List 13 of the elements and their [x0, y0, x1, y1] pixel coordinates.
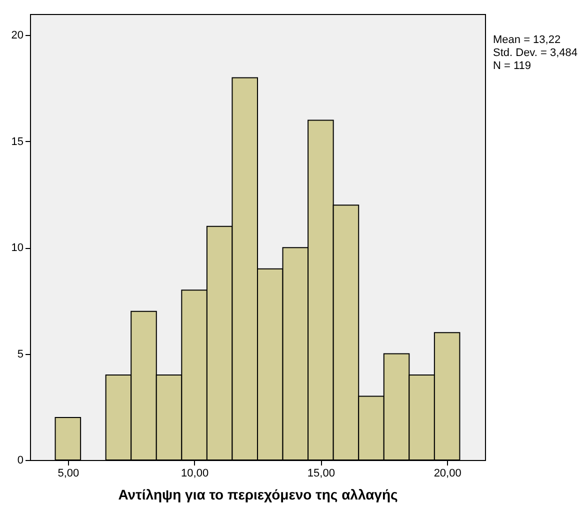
y-tick-label: 15: [11, 136, 24, 148]
x-tick-label: 10,00: [181, 468, 209, 480]
x-tick-label: 5,00: [58, 468, 80, 480]
text: Std. Dev. = 3,484: [493, 47, 578, 59]
text: Mean = 13,22: [493, 34, 561, 46]
y-tick-label: 0: [17, 454, 24, 466]
y-tick-label: 10: [11, 242, 24, 254]
text: N = 119: [493, 60, 532, 72]
x-axis-title: Αντίληψη για το περιεχόμενο της αλλαγής: [118, 486, 398, 502]
y-tick-label: 20: [11, 30, 24, 42]
x-tick-label: 20,00: [434, 468, 462, 480]
y-tick-label: 5: [17, 348, 24, 360]
x-tick-label: 15,00: [307, 468, 335, 480]
